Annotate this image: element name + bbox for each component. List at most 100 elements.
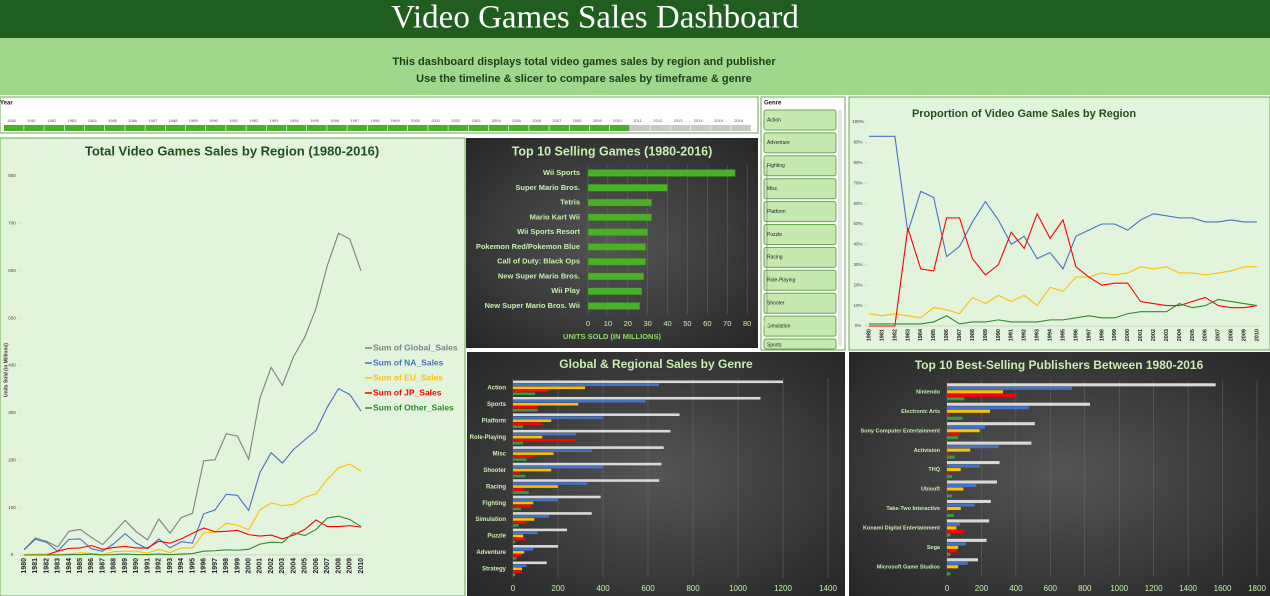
bar [587,272,644,281]
slicer-item[interactable]: Action [767,117,781,123]
timeline-segment[interactable] [266,125,287,131]
x-tick-label: 1000 [1110,584,1128,593]
x-tick-label: 1995 [1060,329,1066,341]
timeline-segment[interactable] [64,125,85,131]
panel [849,352,1270,596]
timeline-segment[interactable] [731,125,751,131]
bar [947,558,978,562]
timeline-year: 1983 [68,118,78,123]
slicer-button[interactable] [763,269,837,291]
slicer-button[interactable] [763,109,837,131]
bar [947,386,1072,390]
slicer-item[interactable]: Racing [767,255,783,261]
y-tick-label: 100% [852,119,864,124]
x-tick-label: 2009 [347,558,354,574]
timeline-segment[interactable] [125,125,145,131]
timeline-segment[interactable] [307,125,327,131]
slicer-item[interactable]: Puzzle [767,232,782,238]
timeline-segment[interactable] [650,125,670,131]
x-tick-label: 800 [686,584,700,593]
y-tick-label: 0% [855,323,862,328]
bar [513,405,538,409]
x-tick-label: 1988 [111,558,118,574]
slicer-item[interactable]: Misc [767,186,778,192]
timeline-segment[interactable] [367,125,388,131]
slicer-item[interactable]: Simulation [767,323,791,329]
slicer-item[interactable]: Role-Playing [767,278,796,284]
bar [513,521,527,524]
timeline-segment[interactable] [347,125,367,131]
slicer-item[interactable]: Shooter [767,301,785,307]
timeline-segment[interactable] [206,125,226,131]
timeline-year: 1986 [128,118,138,123]
timeline-segment[interactable] [185,125,206,131]
x-tick-label: 0 [511,584,516,593]
timeline-segment[interactable] [711,125,731,131]
timeline-segment[interactable] [286,125,307,131]
timeline-segment[interactable] [630,125,650,131]
slicer-button[interactable] [763,338,837,350]
timeline-segment[interactable] [105,125,125,131]
timeline-year: 1991 [229,118,239,123]
timeline-segment[interactable] [610,125,630,131]
timeline-segment[interactable] [44,125,64,131]
x-tick-label: 80 [743,319,751,328]
bar [513,441,524,445]
timeline-year: 2010 [613,118,623,123]
timeline-segment[interactable] [428,125,448,131]
bar [513,528,567,532]
slicer-button[interactable] [763,201,837,223]
slicer-button[interactable] [763,178,837,200]
timeline-segment[interactable] [226,125,246,131]
timeline-segment[interactable] [24,125,44,131]
timeline-segment[interactable] [549,125,569,131]
timeline-year: 1980 [7,118,17,123]
y-tick-label: Role-Playing [470,435,507,441]
slicer-button[interactable] [763,132,837,154]
bar [513,449,592,452]
x-tick-label: 1991 [144,558,151,574]
slicer-item[interactable]: Adventure [767,140,790,146]
slicer-button[interactable] [763,224,837,245]
timeline-segment[interactable] [327,125,347,131]
timeline-year: 2009 [593,118,603,123]
y-tick-label: Nintendo [916,389,940,395]
timeline-segment[interactable] [246,125,266,131]
chart-title: Top 10 Best-Selling Publishers Between 1… [915,358,1204,372]
timeline-segment[interactable] [589,125,610,131]
slicer-scrollbar[interactable] [838,110,842,346]
timeline-segment[interactable] [145,125,165,131]
y-tick-label: 30% [853,262,862,267]
timeline-segment[interactable] [468,125,489,131]
timeline-segment[interactable] [690,125,711,131]
x-tick-label: 1200 [1145,584,1163,593]
timeline-segment[interactable] [569,125,590,131]
timeline-segment[interactable] [488,125,509,131]
timeline-segment[interactable] [448,125,468,131]
timeline-segment[interactable] [509,125,529,131]
slicer-item[interactable]: Platform [767,209,786,215]
timeline-segment[interactable] [670,125,691,131]
timeline-year: 2015 [714,118,724,123]
slicer-button[interactable] [763,155,837,177]
x-tick-label: 2007 [324,558,331,574]
timeline-segment[interactable] [408,125,428,131]
x-tick-label: 2005 [302,558,309,574]
bar [513,548,534,551]
timeline-segment[interactable] [4,125,24,131]
timeline-segment[interactable] [165,125,186,131]
timeline-year: 1995 [310,118,320,123]
y-tick-label: Adventure [476,550,506,556]
timeline-segment[interactable] [84,125,105,131]
legend-label: Sum of Global_Sales [373,342,458,352]
timeline-segment[interactable] [387,125,408,131]
x-tick-label: 800 [1078,584,1092,593]
slicer-button[interactable] [763,292,837,314]
slicer-item[interactable]: Sports [767,342,782,348]
slicer-button[interactable] [763,315,837,337]
slicer-item[interactable]: Fighting [767,163,785,169]
timeline-segment[interactable] [529,125,549,131]
bar [947,510,949,514]
x-tick-label: 1989 [983,329,989,341]
slicer-button[interactable] [763,246,837,268]
